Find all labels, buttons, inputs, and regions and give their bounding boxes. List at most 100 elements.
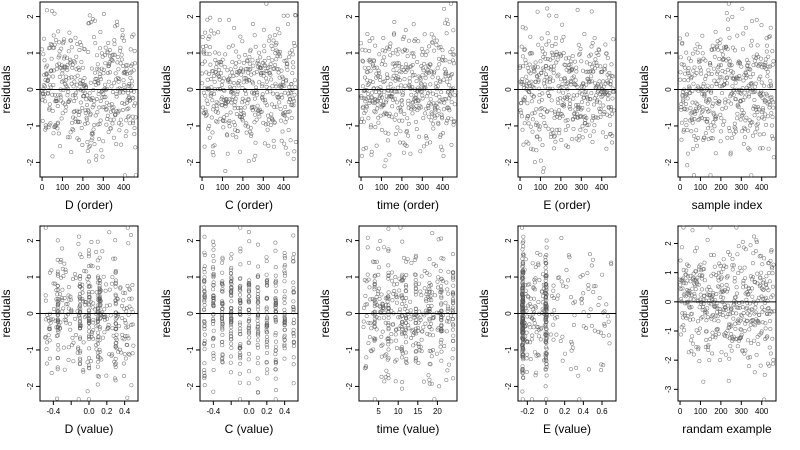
x-axis-label: time (order) <box>377 198 439 212</box>
data-point <box>52 45 57 50</box>
data-point <box>421 116 426 121</box>
y-axis-label: residuals <box>477 65 491 113</box>
data-point <box>410 73 415 78</box>
data-point <box>130 119 135 124</box>
data-point <box>273 280 278 285</box>
data-point <box>413 119 418 124</box>
data-point <box>228 110 233 115</box>
data-point <box>523 26 528 31</box>
data-point <box>107 287 112 292</box>
data-point <box>228 331 233 336</box>
data-point <box>89 20 94 25</box>
data-point <box>359 94 364 99</box>
data-point <box>543 265 548 270</box>
data-point <box>264 295 269 300</box>
data-point <box>95 355 100 360</box>
data-point <box>288 88 293 93</box>
data-point <box>77 47 82 52</box>
data-point <box>282 333 287 338</box>
data-point <box>750 286 755 291</box>
data-point <box>386 47 391 52</box>
data-point <box>401 255 406 260</box>
data-point <box>292 78 297 83</box>
data-point <box>416 134 421 139</box>
data-point <box>604 302 609 307</box>
data-point <box>759 23 764 28</box>
data-point <box>286 91 291 96</box>
data-point <box>610 140 615 145</box>
data-point <box>274 67 279 72</box>
data-point <box>202 368 207 373</box>
data-point <box>384 368 389 373</box>
data-point <box>422 286 427 291</box>
data-point <box>78 324 83 329</box>
data-point <box>544 345 549 350</box>
data-point <box>763 122 768 127</box>
data-point <box>74 90 79 95</box>
data-point <box>746 92 751 97</box>
data-point <box>431 262 436 267</box>
data-point <box>523 306 528 311</box>
data-point <box>97 303 102 308</box>
data-point <box>282 335 287 340</box>
data-point <box>746 94 751 99</box>
data-point <box>684 123 689 128</box>
data-point <box>567 69 572 74</box>
data-point <box>409 51 414 56</box>
x-axis-label: time (value) <box>377 422 440 436</box>
data-point <box>127 287 132 292</box>
data-point <box>238 262 243 267</box>
data-point <box>719 275 724 280</box>
data-point <box>712 264 717 269</box>
data-point <box>128 233 133 238</box>
data-point <box>247 61 252 66</box>
data-point <box>452 102 457 107</box>
y-tick-label: 1 <box>186 50 195 55</box>
data-point <box>400 293 405 298</box>
data-point <box>527 62 532 67</box>
data-point <box>420 66 425 71</box>
data-point <box>732 48 737 53</box>
data-point <box>63 267 68 272</box>
data-point <box>95 330 100 335</box>
data-point <box>273 348 278 353</box>
data-point <box>529 79 534 84</box>
data-point <box>439 358 444 363</box>
data-point <box>273 367 278 372</box>
data-point <box>688 296 693 301</box>
data-point <box>372 310 377 315</box>
data-point <box>683 102 688 107</box>
data-point <box>79 43 84 48</box>
x-tick-label: 400 <box>595 183 609 192</box>
data-point <box>106 322 111 327</box>
data-point <box>97 289 102 294</box>
data-point <box>270 58 275 63</box>
data-point <box>688 279 693 284</box>
data-point <box>720 91 725 96</box>
data-point <box>91 127 96 132</box>
data-point <box>439 114 444 119</box>
data-point <box>728 306 733 311</box>
data-point <box>576 373 581 378</box>
data-point <box>711 120 716 125</box>
data-point <box>574 69 579 74</box>
data-point <box>220 339 225 344</box>
data-point <box>96 359 101 364</box>
data-point <box>78 281 83 286</box>
data-point <box>229 305 234 310</box>
data-point <box>250 58 255 63</box>
data-point <box>404 48 409 53</box>
data-point <box>731 316 736 321</box>
data-point <box>131 68 136 73</box>
data-point <box>367 99 372 104</box>
data-point <box>757 312 762 317</box>
data-point <box>132 48 137 53</box>
data-point <box>719 116 724 121</box>
data-point <box>207 135 212 140</box>
data-point <box>451 283 456 288</box>
data-point <box>49 68 54 73</box>
data-point <box>70 335 75 340</box>
data-point <box>408 317 413 322</box>
data-point <box>692 109 697 114</box>
data-point <box>702 278 707 283</box>
